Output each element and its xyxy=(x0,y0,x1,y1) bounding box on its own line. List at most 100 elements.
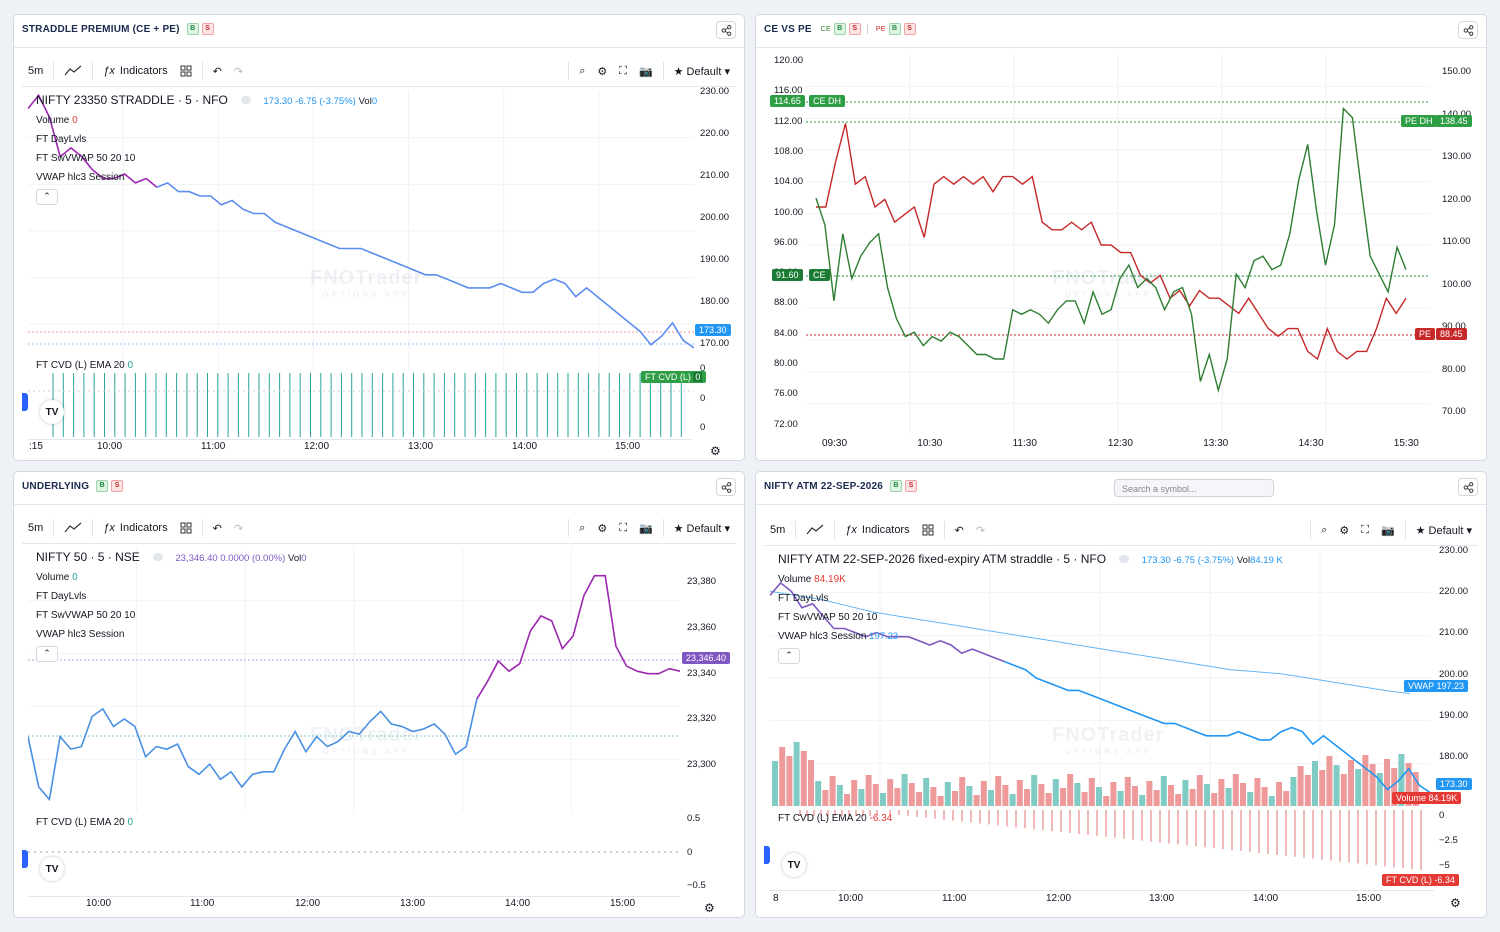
tradingview-logo[interactable]: TV xyxy=(40,857,64,881)
volume-bar xyxy=(980,781,987,806)
volume-bar xyxy=(1384,759,1390,806)
template-dropdown[interactable]: ★ Default ▾ xyxy=(673,65,730,78)
sell-badge[interactable]: S xyxy=(111,480,124,492)
vwap-label: VWAP hlc3 Session xyxy=(36,629,125,640)
axis-settings-button[interactable]: ⚙ xyxy=(1450,894,1464,910)
side-toggle-button[interactable] xyxy=(22,393,28,411)
y-tick: 180.00 xyxy=(700,296,730,307)
indicators-button[interactable]: ƒx Indicators xyxy=(97,516,173,540)
ce-buy-badge[interactable]: B xyxy=(833,23,846,35)
left-y-tick: 96.00 xyxy=(774,236,798,248)
undo-icon: ↶ xyxy=(212,65,222,78)
cvd-subchart[interactable] xyxy=(770,808,1430,888)
template-dropdown[interactable]: ★ Default ▾ xyxy=(673,522,730,535)
cvd-subchart[interactable] xyxy=(28,808,680,894)
buy-badge[interactable]: B xyxy=(186,23,199,35)
collapse-legend-button[interactable]: ⌃ xyxy=(778,648,800,664)
swvwap-label: FT SwVWAP 50 20 10 xyxy=(36,610,136,621)
volume-bar xyxy=(1204,784,1210,806)
interval-button[interactable]: 5m xyxy=(28,65,44,77)
vol-value: 84.19 K xyxy=(1250,555,1283,566)
axis-settings-button[interactable]: ⚙ xyxy=(710,442,724,458)
share-button[interactable] xyxy=(716,21,736,39)
fullscreen-button[interactable]: ⛶ xyxy=(613,516,633,540)
interval-button[interactable]: 5m xyxy=(28,522,44,534)
cvd-tag-label: FT CVD (L) xyxy=(1386,875,1432,885)
tradingview-logo[interactable]: TV xyxy=(40,400,64,424)
undo-button[interactable]: ↶ xyxy=(207,516,228,540)
template-dropdown[interactable]: ★ Default ▾ xyxy=(1415,524,1472,537)
sell-badge[interactable]: S xyxy=(201,23,214,35)
cvd-label: FT CVD (L) EMA 20 xyxy=(778,813,867,824)
sub-y-tick: 0 xyxy=(700,393,706,404)
layouts-button[interactable] xyxy=(174,516,198,540)
chart-type-button[interactable] xyxy=(800,518,830,542)
volume-bar xyxy=(829,776,836,806)
pe-buy-badge[interactable]: B xyxy=(888,23,901,35)
price-chart[interactable] xyxy=(28,91,694,371)
quick-search-button[interactable]: ⌕ xyxy=(1315,518,1333,542)
share-button[interactable] xyxy=(1458,478,1478,496)
snapshot-button[interactable]: 📷 xyxy=(633,516,659,540)
quick-search-button[interactable]: ⌕ xyxy=(573,59,591,83)
hide-icon[interactable] xyxy=(240,96,251,104)
tradingview-logo[interactable]: TV xyxy=(782,853,806,877)
panel-title: CE VS PE xyxy=(764,23,812,35)
indicators-button[interactable]: ƒx Indicators xyxy=(839,518,915,542)
quick-search-button[interactable]: ⌕ xyxy=(573,516,591,540)
volume-bar xyxy=(1391,768,1398,806)
redo-button[interactable]: ↷ xyxy=(970,518,991,542)
x-tick: 13:00 xyxy=(1149,893,1175,904)
collapse-legend-button[interactable]: ⌃ xyxy=(36,646,58,662)
snapshot-button[interactable]: 📷 xyxy=(1375,518,1401,542)
layouts-button[interactable] xyxy=(916,518,940,542)
toolbar-divider xyxy=(201,62,203,80)
fullscreen-button[interactable]: ⛶ xyxy=(1355,518,1375,542)
volume-bar xyxy=(800,751,807,806)
toolbar-divider xyxy=(53,519,55,537)
share-button[interactable] xyxy=(1458,21,1478,39)
x-tick: 15:00 xyxy=(610,898,636,909)
snapshot-button[interactable]: 📷 xyxy=(633,59,659,83)
hide-icon[interactable] xyxy=(152,553,163,561)
settings-button[interactable]: ⚙ xyxy=(591,59,613,83)
undo-button[interactable]: ↶ xyxy=(207,59,228,83)
ce-sell-badge[interactable]: S xyxy=(848,23,861,35)
settings-button[interactable]: ⚙ xyxy=(591,516,613,540)
volume-bar xyxy=(901,774,908,806)
chart-legend: NIFTY 50 · 5 · NSE 23,346.40 0.0000 (0.0… xyxy=(36,548,307,663)
pe-label-tag: PE xyxy=(1415,328,1436,340)
chart-type-button[interactable] xyxy=(58,516,88,540)
fullscreen-button[interactable]: ⛶ xyxy=(613,59,633,83)
panel-ce-vs-pe: CE VS PE CE B S PE B S FNOTrader OPTIONS … xyxy=(755,14,1487,461)
side-toggle-button[interactable] xyxy=(764,846,770,864)
axis-settings-button[interactable]: ⚙ xyxy=(704,899,718,915)
price-chart[interactable] xyxy=(770,550,1430,806)
volume-bar xyxy=(1168,785,1174,806)
price-chart[interactable] xyxy=(28,548,680,812)
settings-button[interactable]: ⚙ xyxy=(1333,518,1355,542)
ce-label-tag: CE xyxy=(809,269,830,281)
layouts-button[interactable] xyxy=(174,59,198,83)
straddle-line-segment-2 xyxy=(1003,660,1430,794)
share-button[interactable] xyxy=(716,478,736,496)
vol-label: Vol xyxy=(288,553,302,564)
chart-type-button[interactable] xyxy=(58,59,88,83)
redo-button[interactable]: ↷ xyxy=(228,59,249,83)
side-toggle-button[interactable] xyxy=(22,850,28,868)
pe-sell-badge[interactable]: S xyxy=(903,23,916,35)
sell-badge[interactable]: S xyxy=(905,480,918,492)
indicators-button[interactable]: ƒx Indicators xyxy=(97,59,173,83)
hide-icon[interactable] xyxy=(1118,555,1129,563)
volume-bar xyxy=(1247,792,1254,806)
collapse-legend-button[interactable]: ⌃ xyxy=(36,189,58,205)
volume-bar xyxy=(1045,793,1052,806)
buy-badge[interactable]: B xyxy=(96,480,109,492)
ce-pe-chart[interactable] xyxy=(806,55,1430,435)
redo-button[interactable]: ↷ xyxy=(228,516,249,540)
symbol-search-input[interactable]: Search a symbol... xyxy=(1114,479,1274,497)
cvd-subchart[interactable] xyxy=(28,361,694,437)
buy-badge[interactable]: B xyxy=(890,480,903,492)
undo-button[interactable]: ↶ xyxy=(949,518,970,542)
interval-button[interactable]: 5m xyxy=(770,524,786,536)
